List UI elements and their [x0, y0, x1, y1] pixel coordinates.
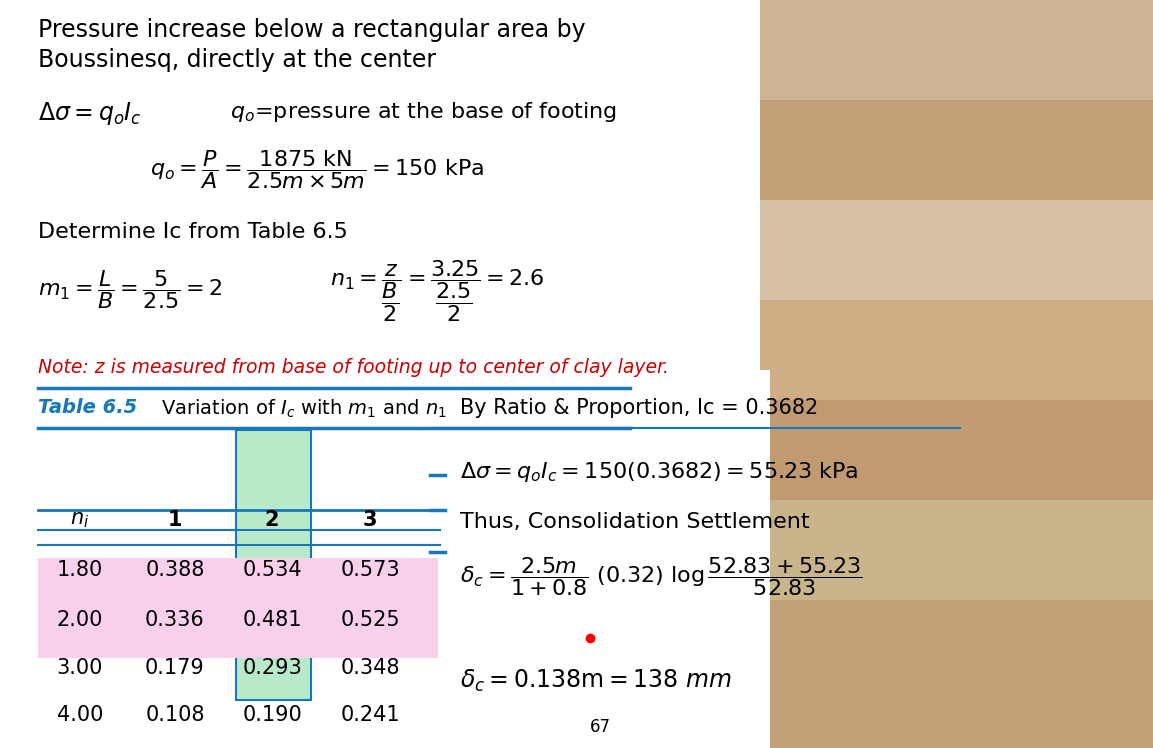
Text: 0.336: 0.336 — [145, 610, 205, 630]
Text: 2.00: 2.00 — [56, 610, 103, 630]
Text: 0.573: 0.573 — [340, 560, 400, 580]
Bar — [760, 100, 1153, 200]
Bar — [760, 400, 1153, 500]
Text: Pressure increase below a rectangular area by: Pressure increase below a rectangular ar… — [38, 18, 586, 42]
Bar — [0, 0, 760, 748]
Text: 4.00: 4.00 — [56, 705, 103, 725]
Text: Note: z is measured from base of footing up to center of clay layer.: Note: z is measured from base of footing… — [38, 358, 669, 377]
Text: 1: 1 — [167, 510, 182, 530]
Text: Thus, Consolidation Settlement: Thus, Consolidation Settlement — [460, 512, 809, 532]
Text: 3.00: 3.00 — [56, 658, 103, 678]
Text: Determine Ic from Table 6.5: Determine Ic from Table 6.5 — [38, 222, 348, 242]
Text: $\Delta\sigma = q_o I_c$: $\Delta\sigma = q_o I_c$ — [38, 100, 142, 127]
Text: 0.108: 0.108 — [145, 705, 205, 725]
Text: 0.525: 0.525 — [340, 610, 400, 630]
Bar — [236, 430, 311, 700]
Text: 0.179: 0.179 — [145, 658, 205, 678]
Text: 0.481: 0.481 — [242, 610, 302, 630]
Text: 1.80: 1.80 — [56, 560, 103, 580]
Text: By Ratio & Proportion, Ic = 0.3682: By Ratio & Proportion, Ic = 0.3682 — [460, 398, 819, 418]
Text: 0.534: 0.534 — [242, 560, 302, 580]
Text: $q_o$=pressure at the base of footing: $q_o$=pressure at the base of footing — [229, 100, 617, 124]
Text: $n_i$: $n_i$ — [70, 510, 90, 530]
Text: $\delta_c = 0.138\mathrm{m} = 138\ \mathit{mm}$: $\delta_c = 0.138\mathrm{m} = 138\ \math… — [460, 668, 732, 694]
Text: $n_1 = \dfrac{z}{\dfrac{B}{2}} = \dfrac{3.25}{\dfrac{2.5}{2}} = 2.6$: $n_1 = \dfrac{z}{\dfrac{B}{2}} = \dfrac{… — [330, 258, 544, 324]
Text: $\Delta\sigma = q_o I_c = 150(0.3682) = 55.23\ \mathrm{kPa}$: $\Delta\sigma = q_o I_c = 150(0.3682) = … — [460, 460, 859, 484]
Text: Table 6.5: Table 6.5 — [38, 398, 137, 417]
Text: Boussinesq, directly at the center: Boussinesq, directly at the center — [38, 48, 436, 72]
Bar — [760, 500, 1153, 600]
Text: $q_o = \dfrac{P}{A} = \dfrac{1875\ \mathrm{kN}}{2.5m \times 5m} = 150\ \mathrm{k: $q_o = \dfrac{P}{A} = \dfrac{1875\ \math… — [150, 148, 484, 191]
Bar — [760, 200, 1153, 300]
Text: 0.190: 0.190 — [242, 705, 302, 725]
Text: 67: 67 — [589, 718, 610, 736]
Text: 0.241: 0.241 — [340, 705, 400, 725]
Bar — [760, 600, 1153, 748]
Bar — [38, 558, 438, 608]
Bar — [760, 300, 1153, 400]
Text: 3: 3 — [363, 510, 377, 530]
Bar — [430, 370, 770, 748]
Text: $m_1 = \dfrac{L}{B} = \dfrac{5}{2.5} = 2$: $m_1 = \dfrac{L}{B} = \dfrac{5}{2.5} = 2… — [38, 268, 223, 311]
Bar — [760, 0, 1153, 100]
Text: 2: 2 — [265, 510, 279, 530]
Text: 0.293: 0.293 — [242, 658, 302, 678]
Text: 0.348: 0.348 — [340, 658, 400, 678]
Text: $\delta_c = \dfrac{2.5m}{1 + 0.8}\ (0.32)\ \log\dfrac{52.83 + 55.23}{52.83}$: $\delta_c = \dfrac{2.5m}{1 + 0.8}\ (0.32… — [460, 555, 862, 598]
Bar — [38, 608, 438, 658]
Text: 0.388: 0.388 — [145, 560, 205, 580]
Text: Variation of $I_c$ with $m_1$ and $n_1$: Variation of $I_c$ with $m_1$ and $n_1$ — [155, 398, 447, 420]
